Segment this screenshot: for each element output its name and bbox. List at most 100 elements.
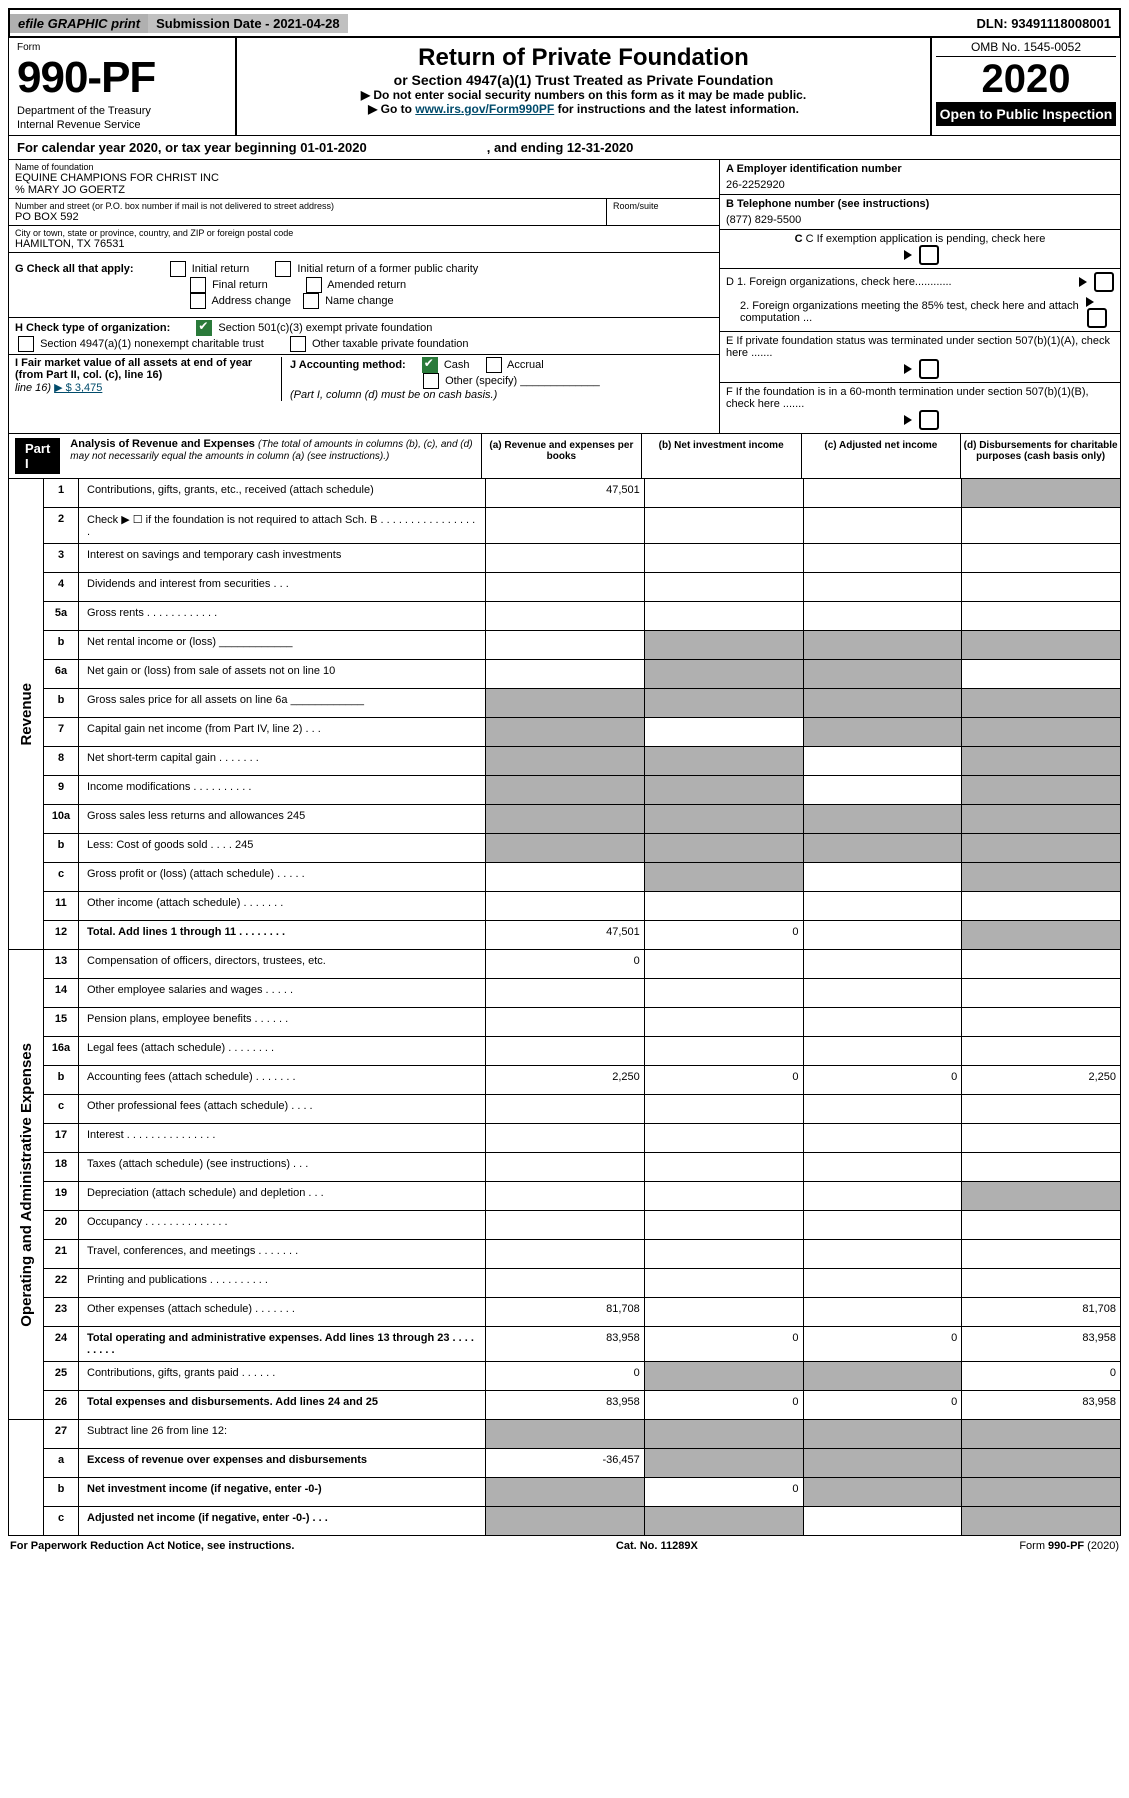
line-number: 9 bbox=[44, 776, 79, 804]
omb-number: OMB No. 1545-0052 bbox=[936, 40, 1116, 57]
line-number: 27 bbox=[44, 1420, 79, 1448]
col-c bbox=[803, 776, 962, 804]
efile-label: efile GRAPHIC print bbox=[10, 14, 148, 33]
line-number: 7 bbox=[44, 718, 79, 746]
col-b bbox=[644, 979, 803, 1007]
table-row: 27Subtract line 26 from line 12: bbox=[44, 1420, 1120, 1449]
col-d bbox=[961, 631, 1120, 659]
irs: Internal Revenue Service bbox=[17, 119, 227, 131]
footer: For Paperwork Reduction Act Notice, see … bbox=[8, 1536, 1121, 1556]
checkbox-501c3[interactable] bbox=[196, 320, 212, 336]
line-number: 14 bbox=[44, 979, 79, 1007]
col-a bbox=[485, 1478, 644, 1506]
checkbox-c[interactable] bbox=[919, 245, 939, 265]
expense-text: Operating and Administrative Expenses bbox=[18, 1043, 35, 1327]
line-text: Accounting fees (attach schedule) . . . … bbox=[79, 1066, 485, 1094]
col-a bbox=[485, 631, 644, 659]
col-c bbox=[803, 1240, 962, 1268]
col-c: 0 bbox=[803, 1066, 962, 1094]
col-c bbox=[803, 834, 962, 862]
col-a bbox=[485, 1182, 644, 1210]
ein-cell: A Employer identification number 26-2252… bbox=[720, 160, 1120, 195]
table-row: aExcess of revenue over expenses and dis… bbox=[44, 1449, 1120, 1478]
g-opt4: Address change bbox=[211, 295, 291, 307]
checkbox-initial-former[interactable] bbox=[275, 261, 291, 277]
col-b bbox=[644, 1008, 803, 1036]
col-c bbox=[803, 921, 962, 949]
col-a bbox=[485, 1153, 644, 1181]
table-row: 17Interest . . . . . . . . . . . . . . . bbox=[44, 1124, 1120, 1153]
checkbox-d2[interactable] bbox=[1087, 308, 1107, 328]
line-text: Legal fees (attach schedule) . . . . . .… bbox=[79, 1037, 485, 1065]
expense-section: Operating and Administrative Expenses 13… bbox=[8, 950, 1121, 1420]
checkbox-4947[interactable] bbox=[18, 336, 34, 352]
line-number: 23 bbox=[44, 1298, 79, 1326]
line-text: Net investment income (if negative, ente… bbox=[79, 1478, 485, 1506]
table-row: bLess: Cost of goods sold . . . . 245 bbox=[44, 834, 1120, 863]
col-d bbox=[961, 1507, 1120, 1535]
line-text: Total operating and administrative expen… bbox=[79, 1327, 485, 1361]
col-c bbox=[803, 892, 962, 920]
col-d bbox=[961, 1449, 1120, 1477]
checkbox-final[interactable] bbox=[190, 277, 206, 293]
col-d bbox=[961, 718, 1120, 746]
table-row: bAccounting fees (attach schedule) . . .… bbox=[44, 1066, 1120, 1095]
col-a bbox=[485, 1037, 644, 1065]
checkbox-address[interactable] bbox=[190, 293, 206, 309]
form-note2: ▶ Go to www.irs.gov/Form990PF for instru… bbox=[243, 102, 924, 116]
col-b bbox=[644, 1240, 803, 1268]
checkbox-amended[interactable] bbox=[306, 277, 322, 293]
col-a: (a) Revenue and expenses per books bbox=[481, 434, 641, 478]
col-b bbox=[644, 660, 803, 688]
col-b bbox=[644, 1449, 803, 1477]
checkbox-initial[interactable] bbox=[170, 261, 186, 277]
table-row: cOther professional fees (attach schedul… bbox=[44, 1095, 1120, 1124]
e-cell: E If private foundation status was termi… bbox=[720, 332, 1120, 383]
bottom-section: 27Subtract line 26 from line 12:aExcess … bbox=[8, 1420, 1121, 1536]
col-d bbox=[961, 863, 1120, 891]
form-subtitle: or Section 4947(a)(1) Trust Treated as P… bbox=[243, 72, 924, 88]
checkbox-name[interactable] bbox=[303, 293, 319, 309]
checkbox-accrual[interactable] bbox=[486, 357, 502, 373]
checkbox-d1[interactable] bbox=[1094, 272, 1114, 292]
col-b bbox=[644, 1269, 803, 1297]
line-text: Net gain or (loss) from sale of assets n… bbox=[79, 660, 485, 688]
col-a bbox=[485, 689, 644, 717]
h-row: H Check type of organization: Section 50… bbox=[9, 318, 719, 355]
col-a: 83,958 bbox=[485, 1391, 644, 1419]
note2-link[interactable]: www.irs.gov/Form990PF bbox=[415, 102, 554, 116]
line-number: c bbox=[44, 1095, 79, 1123]
table-row: cGross profit or (loss) (attach schedule… bbox=[44, 863, 1120, 892]
line-number: b bbox=[44, 834, 79, 862]
line-number: c bbox=[44, 863, 79, 891]
col-a bbox=[485, 1240, 644, 1268]
line-number: 16a bbox=[44, 1037, 79, 1065]
line-text: Other professional fees (attach schedule… bbox=[79, 1095, 485, 1123]
col-d bbox=[961, 1182, 1120, 1210]
checkbox-cash[interactable] bbox=[422, 357, 438, 373]
checkbox-other-tax[interactable] bbox=[290, 336, 306, 352]
col-a bbox=[485, 979, 644, 1007]
cal-year-pre: For calendar year 2020, or tax year begi… bbox=[17, 140, 367, 155]
checkbox-e[interactable] bbox=[919, 359, 939, 379]
col-d: 83,958 bbox=[961, 1391, 1120, 1419]
line-text: Capital gain net income (from Part IV, l… bbox=[79, 718, 485, 746]
j-label: J Accounting method: bbox=[290, 359, 406, 371]
table-row: 26Total expenses and disbursements. Add … bbox=[44, 1391, 1120, 1419]
line-text: Depreciation (attach schedule) and deple… bbox=[79, 1182, 485, 1210]
checkbox-f[interactable] bbox=[919, 410, 939, 430]
d1: D 1. Foreign organizations, check here..… bbox=[726, 276, 952, 288]
line-text: Printing and publications . . . . . . . … bbox=[79, 1269, 485, 1297]
table-row: 7Capital gain net income (from Part IV, … bbox=[44, 718, 1120, 747]
checkbox-other-method[interactable] bbox=[423, 373, 439, 389]
line-number: 24 bbox=[44, 1327, 79, 1361]
col-b bbox=[644, 747, 803, 775]
revenue-text: Revenue bbox=[18, 683, 35, 746]
info-table: Name of foundation EQUINE CHAMPIONS FOR … bbox=[8, 160, 1121, 434]
line-number: 12 bbox=[44, 921, 79, 949]
city-label: City or town, state or province, country… bbox=[15, 228, 713, 238]
line-number: c bbox=[44, 1507, 79, 1535]
line-text: Less: Cost of goods sold . . . . 245 bbox=[79, 834, 485, 862]
revenue-label: Revenue bbox=[9, 479, 44, 949]
header-left: Form 990-PF Department of the Treasury I… bbox=[9, 38, 237, 135]
